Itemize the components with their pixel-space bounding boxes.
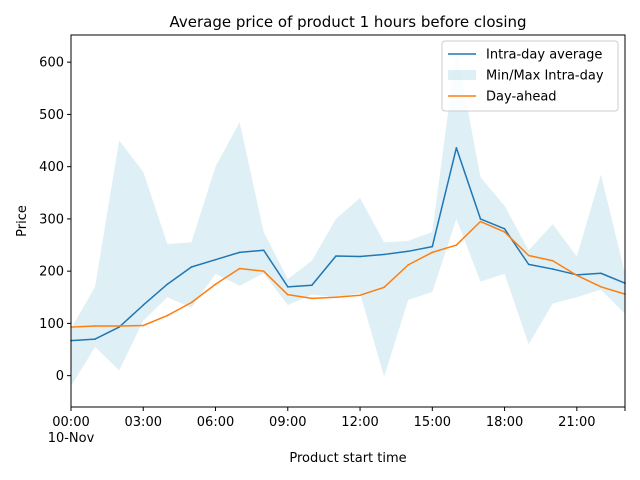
data-point-day-ahead xyxy=(407,264,410,266)
data-point-intra-day-average xyxy=(94,338,96,340)
data-point-day-ahead xyxy=(335,296,337,299)
data-point-intra-day-average xyxy=(311,284,313,287)
x-tick-label: 15:00 xyxy=(414,415,451,430)
data-point-intra-day-average xyxy=(359,255,361,258)
data-point-day-ahead xyxy=(214,283,217,286)
data-point-intra-day-average xyxy=(262,249,265,252)
x-tick-label: 00:00 xyxy=(52,415,89,430)
data-point-day-ahead xyxy=(600,286,602,288)
x-tick-label: 06:00 xyxy=(197,415,234,430)
legend-label-min-max-intra-day: Min/Max Intra-day xyxy=(486,69,604,84)
chart-title: Average price of product 1 hours before … xyxy=(169,13,526,31)
data-point-intra-day-average xyxy=(142,304,145,306)
band-layer xyxy=(71,49,625,387)
data-point-day-ahead xyxy=(551,259,554,262)
y-tick-label: 600 xyxy=(39,56,64,71)
x-tick-label: 18:00 xyxy=(486,415,523,430)
data-point-intra-day-average xyxy=(286,286,289,288)
data-point-intra-day-average xyxy=(431,245,434,248)
x-tick-sublabel: 10-Nov xyxy=(48,431,95,446)
data-point-day-ahead xyxy=(383,286,385,289)
legend-label-intra-day-average: Intra-day average xyxy=(486,48,602,63)
legend-swatch-min-max-intra-day xyxy=(448,70,476,80)
data-point-day-ahead xyxy=(359,294,361,296)
data-point-intra-day-average xyxy=(600,272,602,275)
data-point-intra-day-average xyxy=(503,228,506,230)
data-point-day-ahead xyxy=(166,314,169,317)
y-tick-label: 500 xyxy=(39,108,64,123)
y-tick-label: 300 xyxy=(39,212,64,227)
data-point-day-ahead xyxy=(94,325,96,327)
data-point-day-ahead xyxy=(190,301,193,304)
data-point-intra-day-average xyxy=(238,251,241,254)
data-point-day-ahead xyxy=(431,251,434,254)
data-point-day-ahead xyxy=(262,270,265,272)
x-tick-label: 21:00 xyxy=(558,415,595,430)
data-point-day-ahead xyxy=(527,254,530,257)
data-point-day-ahead xyxy=(118,325,120,327)
x-axis-title: Product start time xyxy=(289,451,406,466)
data-point-intra-day-average xyxy=(407,250,410,253)
y-tick-label: 200 xyxy=(39,265,64,280)
y-tick-label: 100 xyxy=(39,317,64,332)
data-point-day-ahead xyxy=(455,244,458,246)
legend-label-day-ahead: Day-ahead xyxy=(486,90,557,105)
data-point-intra-day-average xyxy=(527,263,530,266)
y-tick-label: 400 xyxy=(39,160,64,175)
data-point-intra-day-average xyxy=(335,255,337,257)
data-point-day-ahead xyxy=(286,293,289,296)
x-tick-label: 09:00 xyxy=(269,415,306,430)
data-point-day-ahead xyxy=(479,220,482,223)
data-point-intra-day-average xyxy=(479,218,482,220)
data-point-intra-day-average xyxy=(214,258,217,261)
legend: Intra-day average Min/Max Intra-day Day-ah… xyxy=(441,40,619,112)
data-point-intra-day-average xyxy=(166,283,169,286)
data-point-intra-day-average xyxy=(190,266,193,268)
data-point-intra-day-average xyxy=(383,253,385,256)
data-point-day-ahead xyxy=(142,324,145,327)
series-line-intra-day-average xyxy=(70,147,626,342)
data-point-day-ahead xyxy=(503,231,506,233)
y-axis: 0 100 200 300 400 500 600 xyxy=(39,56,71,384)
line-layer xyxy=(70,147,626,342)
plot-frame xyxy=(70,34,626,408)
x-tick-label: 12:00 xyxy=(341,415,378,430)
x-tick-label: 03:00 xyxy=(125,415,162,430)
series-band-min-max-intra-day xyxy=(71,49,625,387)
series-line-day-ahead xyxy=(70,220,626,328)
data-point-day-ahead xyxy=(238,267,241,270)
legend-box xyxy=(441,40,619,112)
data-point-day-ahead xyxy=(311,297,313,300)
y-tick-label: 0 xyxy=(56,369,64,384)
data-point-intra-day-average xyxy=(551,268,554,270)
y-axis-title: Price xyxy=(15,205,30,237)
data-point-day-ahead xyxy=(576,274,578,277)
data-point-intra-day-average xyxy=(455,147,458,149)
